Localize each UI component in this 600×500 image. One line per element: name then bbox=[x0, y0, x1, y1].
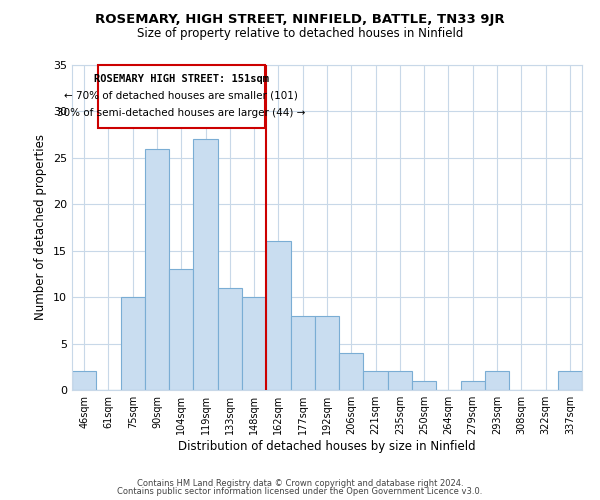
Bar bbox=[121, 297, 145, 390]
Y-axis label: Number of detached properties: Number of detached properties bbox=[34, 134, 47, 320]
Text: Size of property relative to detached houses in Ninfield: Size of property relative to detached ho… bbox=[137, 28, 463, 40]
Bar bbox=[145, 148, 169, 390]
Bar bbox=[72, 372, 96, 390]
X-axis label: Distribution of detached houses by size in Ninfield: Distribution of detached houses by size … bbox=[178, 440, 476, 453]
Bar bbox=[461, 380, 485, 390]
Bar bbox=[290, 316, 315, 390]
Text: Contains public sector information licensed under the Open Government Licence v3: Contains public sector information licen… bbox=[118, 487, 482, 496]
Text: ← 70% of detached houses are smaller (101): ← 70% of detached houses are smaller (10… bbox=[64, 90, 298, 101]
Text: ROSEMARY HIGH STREET: 151sqm: ROSEMARY HIGH STREET: 151sqm bbox=[94, 74, 269, 84]
Text: ROSEMARY, HIGH STREET, NINFIELD, BATTLE, TN33 9JR: ROSEMARY, HIGH STREET, NINFIELD, BATTLE,… bbox=[95, 12, 505, 26]
Text: 30% of semi-detached houses are larger (44) →: 30% of semi-detached houses are larger (… bbox=[57, 108, 305, 118]
Bar bbox=[485, 372, 509, 390]
Bar bbox=[169, 270, 193, 390]
Bar bbox=[558, 372, 582, 390]
Bar bbox=[315, 316, 339, 390]
Bar bbox=[218, 288, 242, 390]
Bar bbox=[266, 242, 290, 390]
FancyBboxPatch shape bbox=[97, 65, 265, 128]
Bar bbox=[412, 380, 436, 390]
Bar bbox=[339, 353, 364, 390]
Bar bbox=[364, 372, 388, 390]
Bar bbox=[193, 140, 218, 390]
Bar bbox=[388, 372, 412, 390]
Bar bbox=[242, 297, 266, 390]
Text: Contains HM Land Registry data © Crown copyright and database right 2024.: Contains HM Land Registry data © Crown c… bbox=[137, 478, 463, 488]
